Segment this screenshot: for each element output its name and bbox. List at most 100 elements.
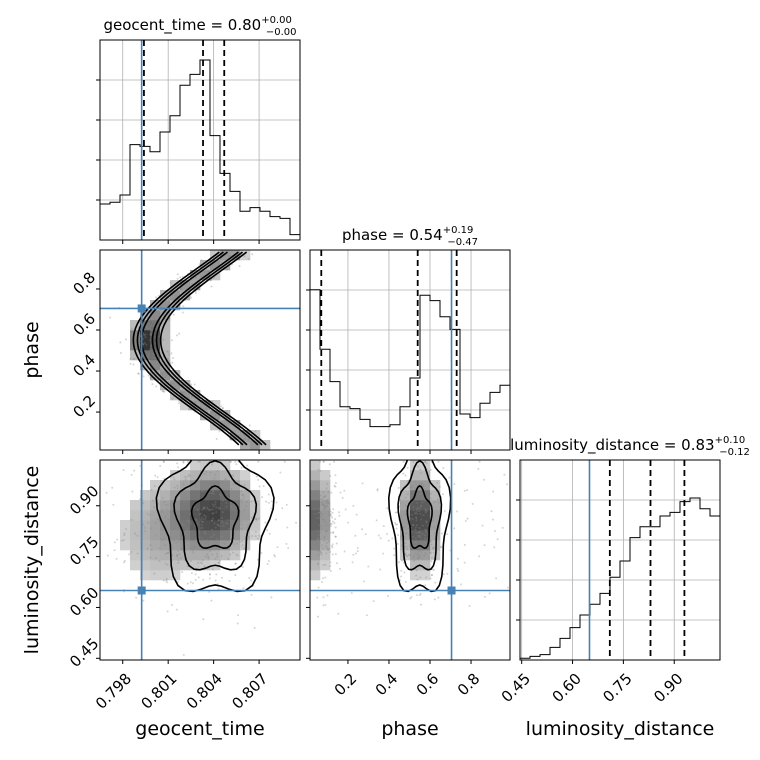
sample-point — [203, 473, 206, 476]
sample-point — [391, 537, 394, 540]
sample-point — [123, 561, 126, 564]
sample-point — [419, 576, 422, 579]
density-cell — [160, 370, 171, 381]
sample-point — [316, 529, 319, 532]
sample-point — [233, 491, 236, 494]
sample-point — [175, 510, 178, 513]
sample-point — [201, 508, 204, 511]
sample-point — [213, 477, 216, 480]
sample-point — [404, 513, 407, 516]
sample-point — [326, 505, 329, 508]
panel-phase-vs-geocent_time — [99, 249, 301, 451]
density-cell — [250, 530, 261, 541]
sample-point — [227, 422, 230, 425]
sample-point — [211, 568, 214, 571]
density-cell — [310, 560, 321, 571]
sample-point — [165, 374, 168, 377]
sample-point — [406, 493, 409, 496]
sample-point — [329, 531, 332, 534]
sample-point — [481, 524, 484, 527]
sample-point — [168, 300, 171, 303]
sample-point — [424, 508, 427, 511]
sample-point — [334, 535, 337, 538]
sample-point — [241, 494, 244, 497]
sample-point — [318, 545, 321, 548]
sample-point — [319, 551, 322, 554]
sample-point — [150, 345, 153, 348]
sample-point — [273, 553, 276, 556]
sample-point — [236, 622, 239, 625]
sample-point — [212, 505, 215, 508]
sample-point — [205, 269, 208, 272]
sample-point — [161, 528, 164, 531]
sample-point — [155, 296, 158, 299]
sample-point — [106, 554, 109, 557]
sample-point — [321, 513, 324, 516]
sample-point — [420, 603, 423, 606]
sample-point — [409, 545, 412, 548]
sample-point — [214, 547, 217, 550]
sample-point — [195, 519, 198, 522]
density-cell — [230, 550, 241, 561]
sample-point — [248, 424, 251, 427]
sample-point — [186, 582, 189, 585]
x-tick-label-geocent_time: 0.801 — [137, 670, 180, 713]
sample-point — [217, 519, 220, 522]
sample-point — [132, 358, 135, 361]
sample-point — [203, 531, 206, 534]
sample-point — [179, 557, 182, 560]
sample-point — [424, 460, 427, 463]
sample-point — [418, 556, 421, 559]
sample-point — [404, 536, 407, 539]
density-cell — [170, 500, 181, 511]
sample-point — [431, 573, 434, 576]
density-cell — [430, 530, 441, 541]
sample-point — [196, 561, 199, 564]
sample-point — [217, 506, 220, 509]
sample-point — [210, 492, 213, 495]
sample-point — [324, 494, 327, 497]
truth-marker — [137, 586, 146, 595]
density-cell — [150, 490, 161, 501]
sample-point — [406, 555, 409, 558]
density-cell — [170, 290, 181, 301]
sample-point — [379, 568, 382, 571]
sample-point — [317, 538, 320, 541]
sample-point — [166, 581, 169, 584]
sample-point — [367, 565, 370, 568]
x-tick-label-geocent_time: 0.807 — [228, 670, 271, 713]
sample-point — [331, 546, 334, 549]
sample-point — [236, 542, 239, 545]
sample-point — [326, 499, 329, 502]
sample-point — [228, 527, 231, 530]
x-axis-label-phase: phase — [381, 718, 438, 740]
sample-point — [169, 281, 172, 284]
sample-point — [364, 533, 367, 536]
sample-point — [419, 472, 422, 475]
sample-point — [418, 527, 421, 530]
sample-point — [202, 518, 205, 521]
sample-point — [214, 503, 217, 506]
sample-point — [163, 501, 166, 504]
sample-point — [145, 343, 148, 346]
sample-point — [424, 499, 427, 502]
sample-point — [324, 576, 327, 579]
sample-point — [164, 562, 167, 565]
sample-point — [151, 356, 154, 359]
sample-point — [226, 268, 229, 271]
sample-point — [176, 462, 179, 465]
sample-point — [326, 546, 329, 549]
sample-point — [416, 501, 419, 504]
sample-point — [204, 517, 207, 520]
sample-point — [448, 476, 451, 479]
sample-point — [130, 550, 133, 553]
sample-point — [326, 529, 329, 532]
sample-point — [210, 599, 213, 602]
sample-point — [201, 526, 204, 529]
sample-point — [419, 512, 422, 515]
density-cell — [170, 520, 181, 531]
sample-point — [426, 524, 429, 527]
density-cell — [220, 540, 231, 551]
sample-point — [327, 549, 330, 552]
sample-point — [149, 329, 152, 332]
